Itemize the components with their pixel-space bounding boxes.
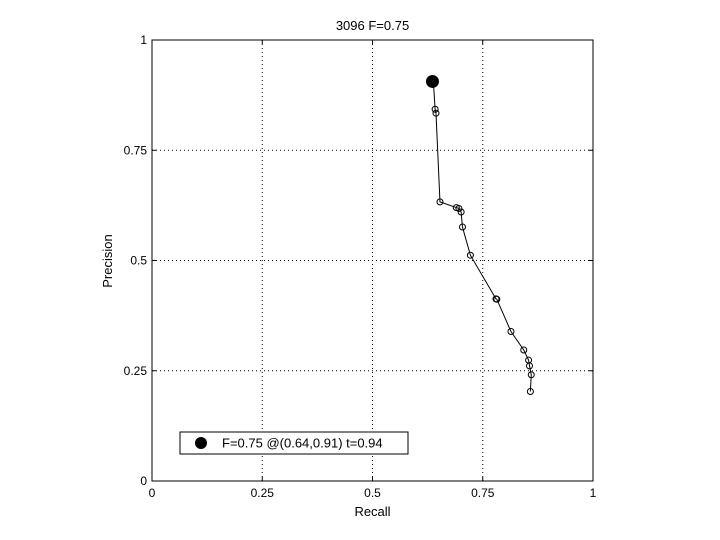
pr-curve-point <box>431 105 439 113</box>
pr-curve-point <box>436 198 444 206</box>
x-tick-label: 0 <box>149 486 156 500</box>
grid <box>152 40 593 481</box>
pr-curve-point <box>466 251 474 259</box>
x-tick-label: 0.75 <box>471 486 495 500</box>
pr-curve-point <box>457 208 465 216</box>
series <box>425 74 535 395</box>
best-f-point <box>425 74 439 88</box>
y-tick-label: 1 <box>140 33 147 47</box>
pr-curve-line <box>432 81 532 392</box>
pr-curve-point <box>527 371 535 379</box>
legend-marker <box>195 437 207 449</box>
x-tick-label: 0.5 <box>364 486 381 500</box>
ticks <box>151 39 594 482</box>
y-tick-label: 0 <box>140 474 147 488</box>
y-axis-label: Precision <box>100 234 115 287</box>
legend: F=0.75 @(0.64,0.91) t=0.94 <box>179 431 409 455</box>
legend-entry: F=0.75 @(0.64,0.91) t=0.94 <box>222 436 383 451</box>
y-tick-label: 0.5 <box>130 254 147 268</box>
x-tick-label: 1 <box>590 486 597 500</box>
pr-curve-point <box>458 223 466 231</box>
pr-curve-point <box>493 295 501 303</box>
pr-curve-point <box>526 387 534 395</box>
y-tick-label: 0.75 <box>124 143 148 157</box>
x-axis-label: Recall <box>354 504 390 519</box>
legend-box <box>179 431 409 455</box>
pr-curve-point <box>455 204 463 212</box>
pr-curve-point <box>432 109 440 117</box>
pr-curve-point <box>507 328 515 336</box>
pr-curve-point <box>525 362 533 370</box>
tick-labels: 0 0.25 0.5 0.75 1 0 0.25 0.5 0.75 1 <box>124 33 597 500</box>
pr-curve-point <box>520 346 528 354</box>
chart-title: 3096 F=0.75 <box>336 18 409 33</box>
x-tick-label: 0.25 <box>251 486 275 500</box>
y-tick-label: 0.25 <box>124 364 148 378</box>
